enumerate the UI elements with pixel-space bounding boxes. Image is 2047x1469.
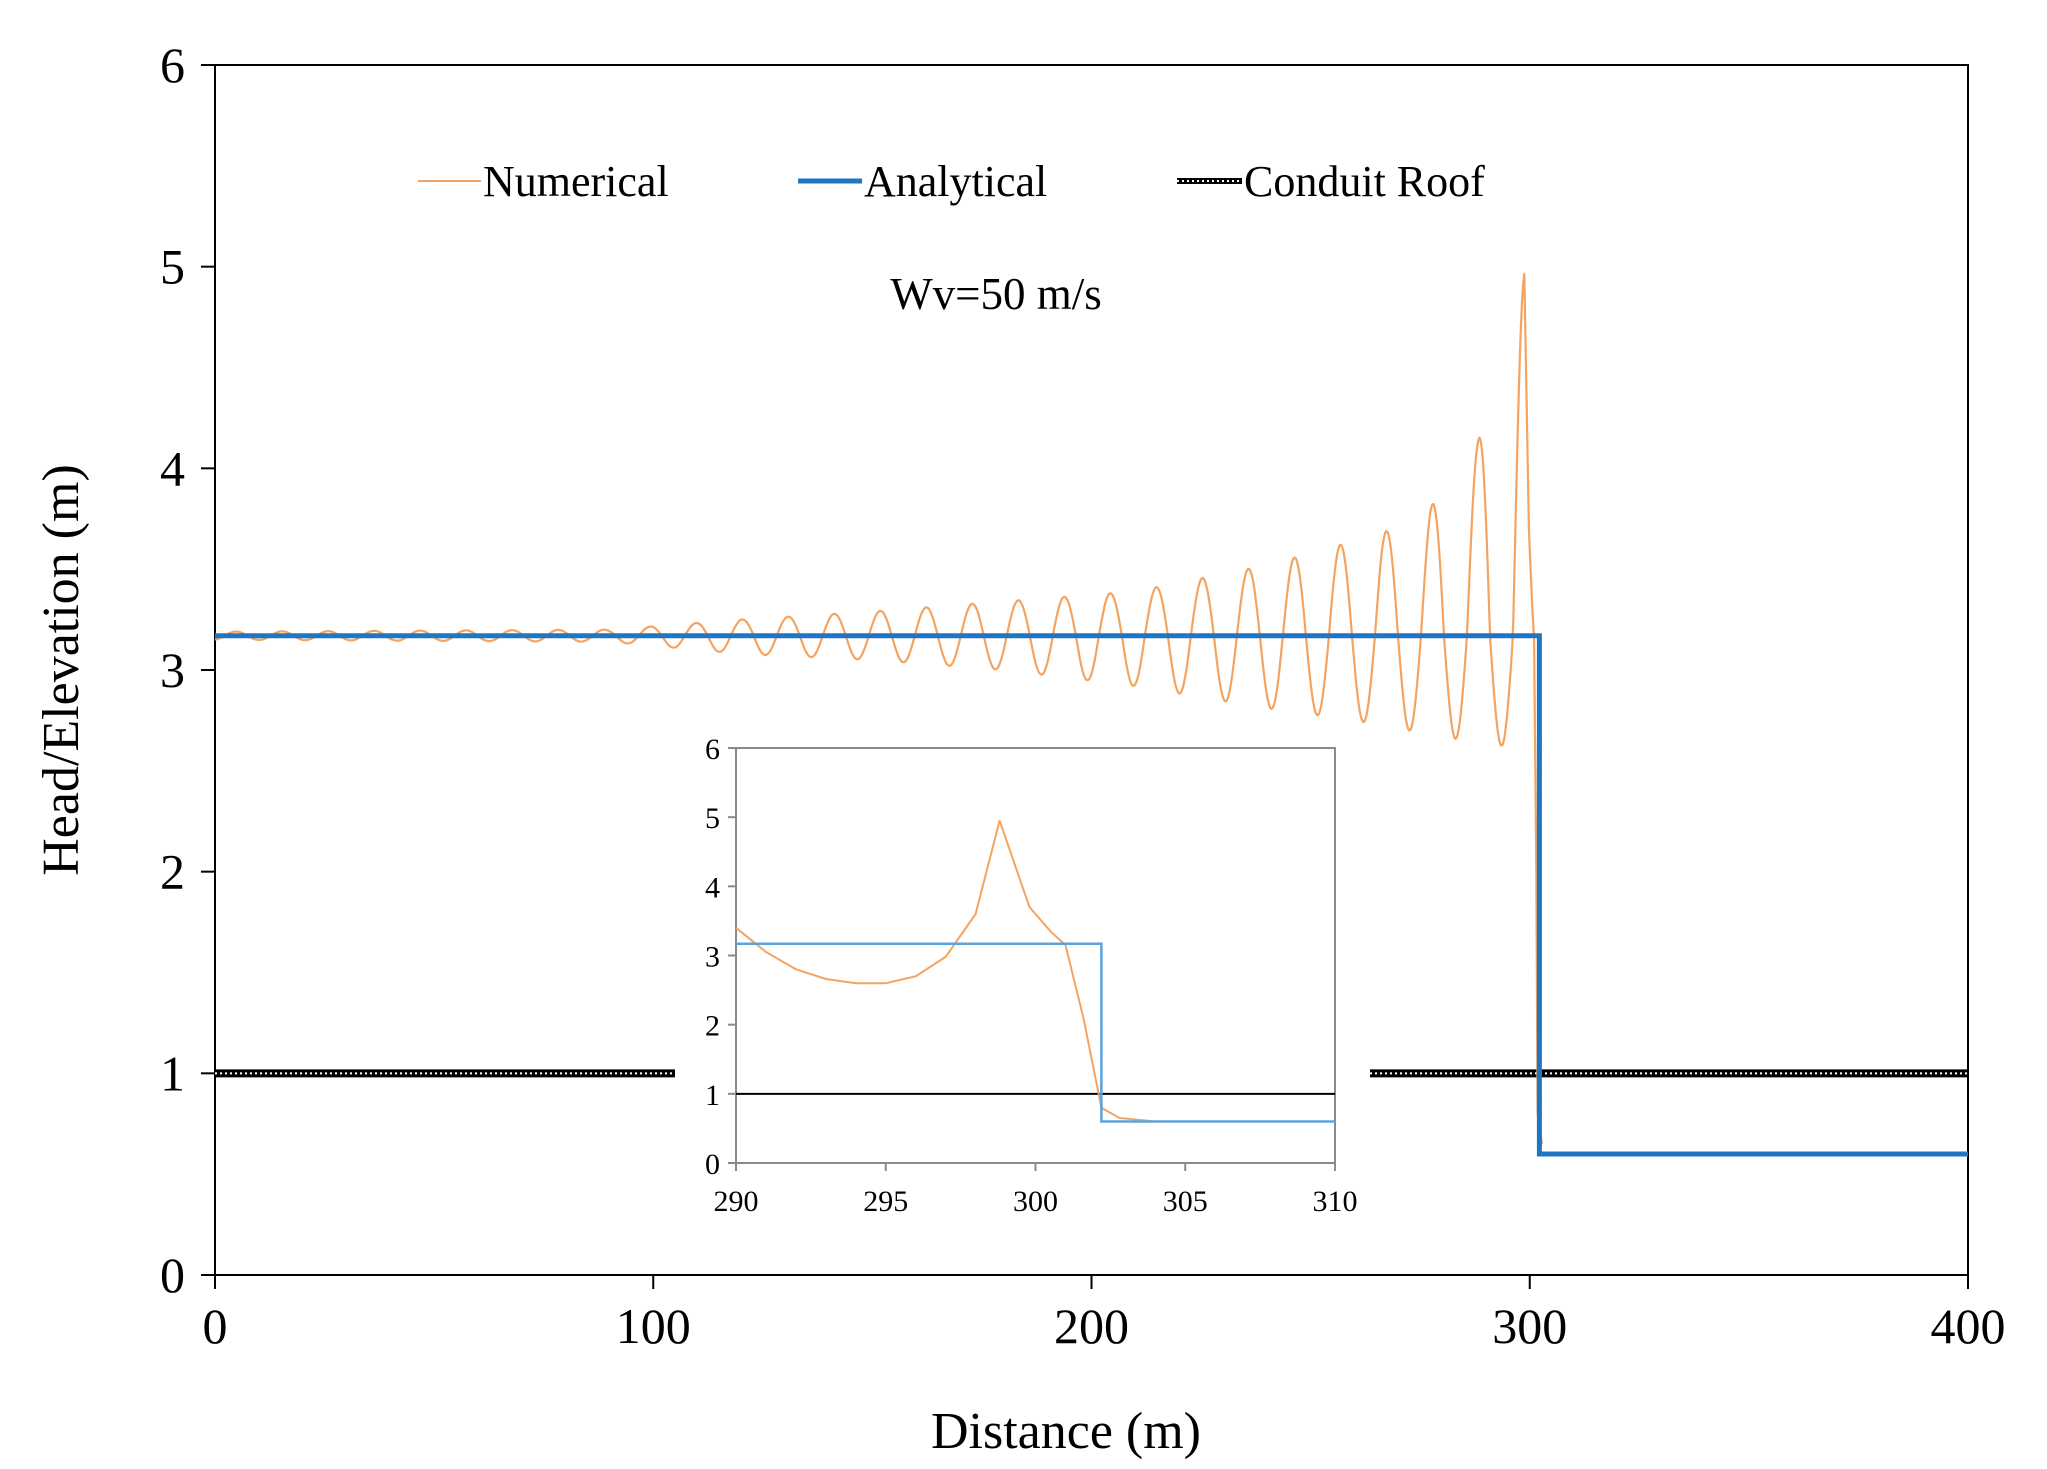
legend-analytical-label: Analytical (864, 157, 1047, 206)
inset-series-numerical-line (735, 819, 1156, 1123)
y-tick-label: 4 (160, 440, 185, 496)
x-tick-label: 0 (203, 1298, 228, 1354)
legend: Numerical Analytical Conduit Roof (418, 157, 1485, 206)
inset-x-tick-label: 310 (1313, 1185, 1358, 1218)
x-axis-title: Distance (m) (931, 1403, 1201, 1460)
inset-x-tick-label: 290 (714, 1185, 759, 1218)
x-tick-label: 100 (616, 1298, 691, 1354)
inset-y-tick-label: 2 (705, 1010, 720, 1043)
inset-background (675, 732, 1370, 1222)
main-plot: 0 1 2 3 4 5 6 0 100 200 300 400 Distance (m) Head/E… (33, 37, 2006, 1460)
y-tick-label: 2 (160, 844, 185, 900)
inset-x-tick-label: 295 (863, 1185, 908, 1218)
inset-y-tick-label: 4 (705, 871, 720, 904)
x-tick-label: 400 (1931, 1298, 2006, 1354)
y-tick-label: 0 (160, 1247, 185, 1303)
inset-y-tick-label: 3 (705, 941, 720, 974)
inset-x-tick-label: 305 (1163, 1185, 1208, 1218)
y-tick-label: 6 (160, 37, 185, 93)
x-tick-label: 200 (1054, 1298, 1129, 1354)
legend-numerical-label: Numerical (483, 157, 669, 206)
y-tick-label: 1 (160, 1045, 185, 1101)
inset-plot: 0 1 2 3 4 5 6 290 295 300 305 310 (675, 732, 1370, 1222)
inset-y-tick-label: 6 (705, 733, 720, 766)
y-tick-label: 3 (160, 642, 185, 698)
y-axis-title: Head/Elevation (m) (33, 464, 90, 876)
inset-y-tick-label: 0 (705, 1148, 720, 1181)
inset-y-tick-label: 5 (705, 802, 720, 835)
legend-roof-label: Conduit Roof (1244, 157, 1485, 206)
wave-speed-annotation: Wv=50 m/s (890, 269, 1102, 319)
inset-series-analytical-line (736, 942, 1335, 1123)
series-analytical-line (215, 633, 1968, 1157)
inset-y-tick-label: 1 (705, 1079, 720, 1112)
inset-x-tick-label: 300 (1013, 1185, 1058, 1218)
y-tick-label: 5 (160, 239, 185, 295)
x-tick-label: 300 (1492, 1298, 1567, 1354)
